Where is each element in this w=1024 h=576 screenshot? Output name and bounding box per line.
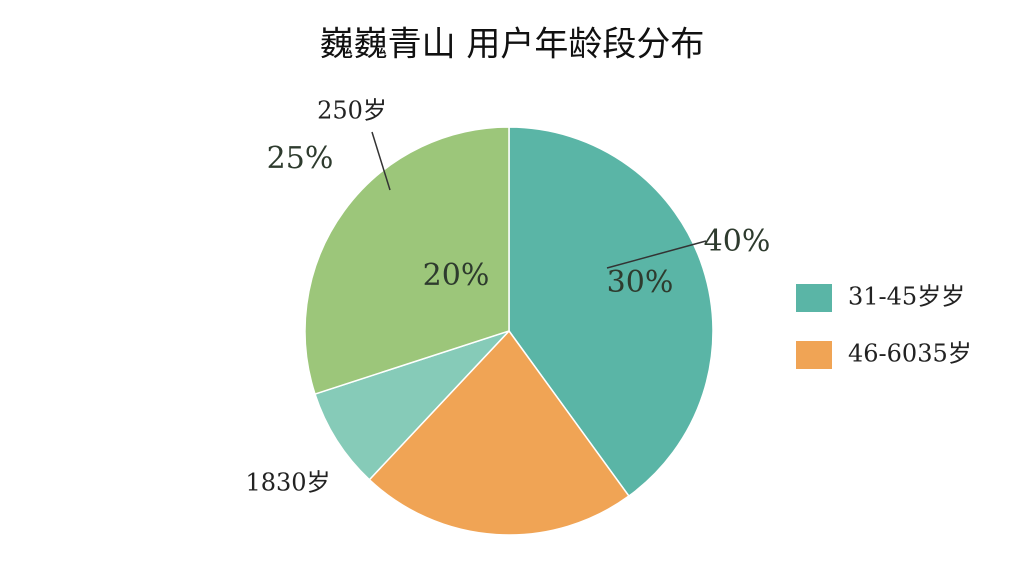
legend-label: 46-6035岁 [848,340,972,368]
pie-slice [368,329,630,536]
annotation: 30% [607,265,674,300]
pie-slice [508,126,714,498]
chart-title: 巍巍青山 用户年龄段分布 [320,25,705,65]
leader-line [371,131,391,191]
legend-swatch [796,284,832,312]
annotation: 1830岁 [245,469,330,497]
pie-slice [304,126,510,395]
annotation: 20% [423,258,490,293]
annotation: 25% [267,141,334,176]
annotation: 40% [704,224,771,259]
pie-slice [314,330,510,481]
annotation: 250岁 [317,97,387,125]
legend-label: 31-45岁岁 [848,283,965,311]
legend-swatch [796,341,832,369]
leader-line [606,240,707,269]
